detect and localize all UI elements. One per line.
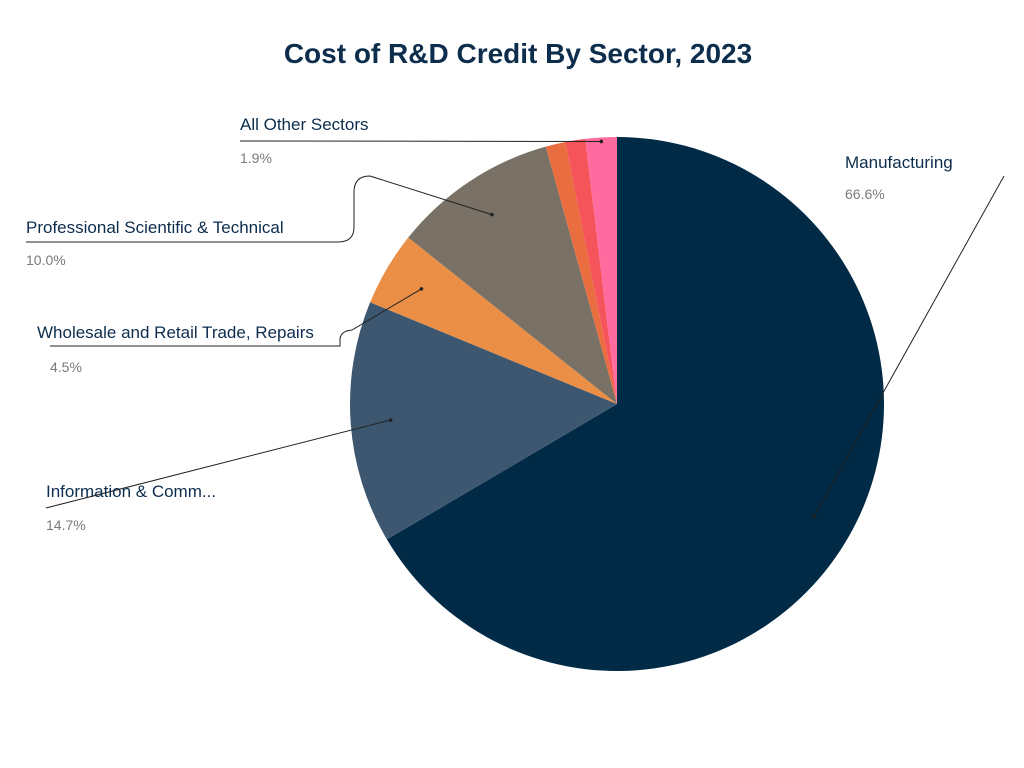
slice-label: Information & Comm... bbox=[46, 482, 216, 501]
pie-slice-manufacturing bbox=[386, 137, 885, 671]
leader-dot bbox=[812, 514, 816, 519]
slice-label: All Other Sectors bbox=[240, 115, 369, 134]
pie-slice-professional-scientific-technical bbox=[408, 146, 617, 404]
slice-percent-label: 1.9% bbox=[240, 150, 272, 166]
leader-dot bbox=[388, 418, 393, 422]
leader-line bbox=[50, 288, 422, 347]
pie-slice-unlabeled-4 bbox=[545, 142, 617, 404]
slice-label: Manufacturing bbox=[845, 153, 953, 172]
slice-percent-label: 10.0% bbox=[26, 252, 66, 268]
pie-slice-wholesale-and-retail-trade-repairs bbox=[370, 237, 617, 404]
leader-line bbox=[813, 175, 1005, 517]
slice-label: Wholesale and Retail Trade, Repairs bbox=[37, 323, 314, 342]
pie-slice-information-comm bbox=[350, 302, 617, 540]
leader-dot bbox=[419, 287, 424, 291]
pie-slice-all-other-sectors bbox=[585, 137, 617, 404]
leader-dot bbox=[599, 139, 604, 144]
leader-line bbox=[45, 419, 391, 509]
leader-dot bbox=[490, 212, 494, 217]
slice-percent-label: 66.6% bbox=[845, 186, 885, 202]
leader-line bbox=[26, 175, 493, 243]
slice-percent-label: 14.7% bbox=[46, 517, 86, 533]
slice-label: Professional Scientific & Technical bbox=[26, 218, 284, 237]
slice-percent-label: 4.5% bbox=[50, 359, 82, 375]
pie-slice-unlabeled-5 bbox=[565, 138, 617, 405]
chart-title: Cost of R&D Credit By Sector, 2023 bbox=[283, 38, 753, 69]
